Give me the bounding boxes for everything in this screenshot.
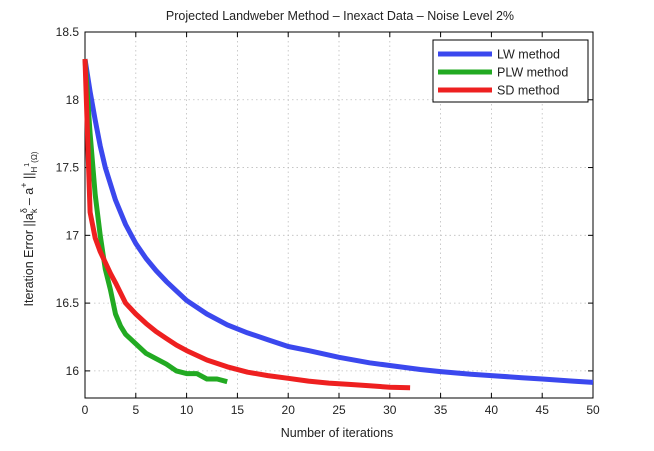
x-tick-label: 15 <box>231 403 245 417</box>
y-tick-label: 16.5 <box>56 296 80 310</box>
y-axis-label-group: Iteration Error ||aδk – a+ ||H1(Ω) <box>19 151 39 306</box>
x-tick-label: 10 <box>180 403 194 417</box>
x-tick-label: 40 <box>485 403 499 417</box>
y-tick-label: 18.5 <box>56 25 80 39</box>
y-label-sub-omega: (Ω) <box>30 151 39 163</box>
y-tick-label: 18 <box>66 93 80 107</box>
x-tick-label: 35 <box>434 403 448 417</box>
x-tick-label: 45 <box>536 403 550 417</box>
x-tick-label: 5 <box>132 403 139 417</box>
chart-title: Projected Landweber Method – Inexact Dat… <box>166 9 514 23</box>
series-line-lw-method <box>82 58 594 385</box>
legend-label-lw-method: LW method <box>497 48 560 62</box>
ticks: 0 5 10 15 20 25 30 35 40 45 50 16 16.5 17 17.5 18 18.5 <box>56 25 600 417</box>
y-tick-label: 17 <box>66 228 80 242</box>
y-label-mid: – a <box>22 188 36 209</box>
y-label-mid2: || <box>22 173 36 183</box>
y-label-sup-plus: + <box>19 182 29 187</box>
y-tick-label: 17.5 <box>56 161 80 175</box>
y-label-sup-delta: δ <box>19 208 29 213</box>
y-label-prefix: Iteration Error ||a <box>22 213 36 306</box>
y-label-sub-h: H <box>30 167 39 173</box>
y-label-sup-one: 1 <box>24 163 31 167</box>
x-axis-label: Number of iterations <box>281 426 394 440</box>
series-lines <box>82 58 594 391</box>
x-tick-label: 0 <box>82 403 89 417</box>
legend-label-plw-method: PLW method <box>497 66 568 80</box>
series-line-sd-method <box>82 59 411 391</box>
series-line-plw-method <box>82 58 228 385</box>
x-tick-label: 50 <box>586 403 600 417</box>
x-tick-label: 25 <box>332 403 346 417</box>
x-tick-label: 30 <box>383 403 397 417</box>
legend: LW method PLW method SD method <box>432 39 589 103</box>
x-tick-label: 20 <box>282 403 296 417</box>
y-axis-label: Iteration Error ||aδk – a+ ||H1(Ω) <box>19 151 39 306</box>
legend-label-sd-method: SD method <box>497 84 560 98</box>
y-label-sub-k: k <box>29 208 39 213</box>
y-tick-label: 16 <box>66 364 80 378</box>
